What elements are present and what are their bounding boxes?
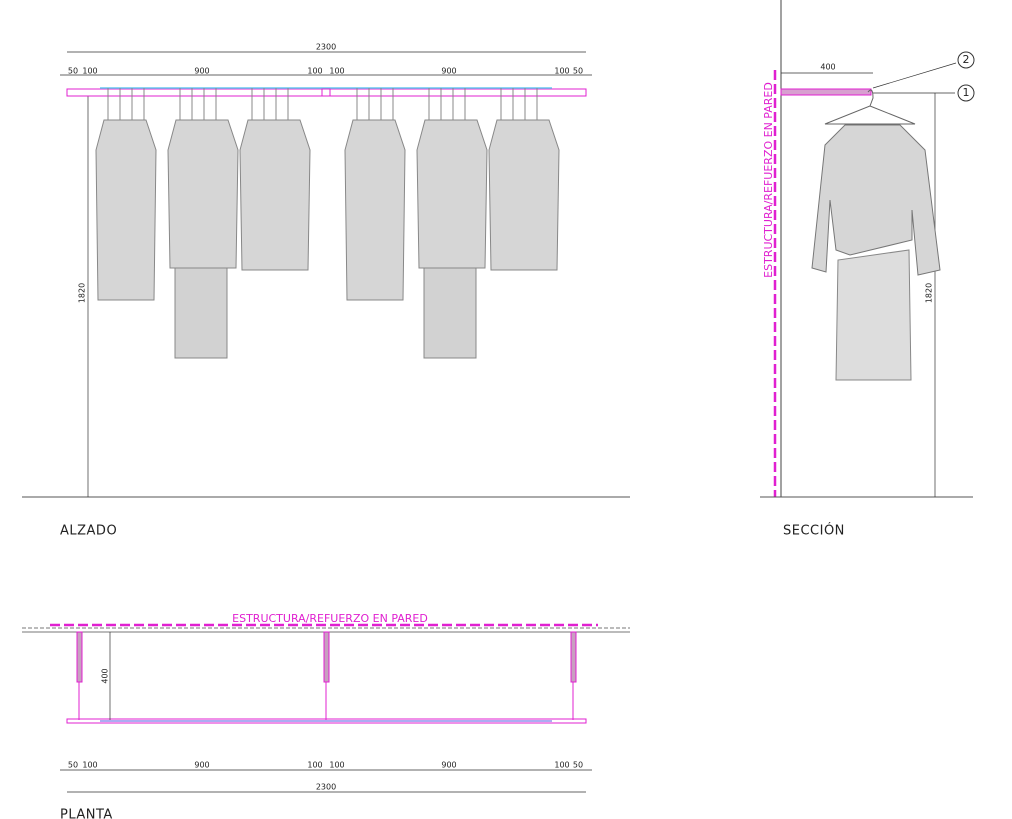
dimension-label: 1820 (78, 283, 87, 303)
view-label: PLANTA (60, 808, 113, 819)
callout-number: 2 (963, 53, 970, 66)
dimension-label: 100 (307, 761, 322, 770)
dimension-label: 400 (101, 668, 110, 683)
dimension-label: 1820 (925, 283, 934, 303)
garment (239, 119, 311, 271)
wall-note: ESTRUCTURA/REFUERZO EN PARED (232, 612, 428, 625)
dimension-label: 100 (554, 761, 569, 770)
garment (95, 119, 157, 301)
dimension-label: 900 (194, 761, 209, 770)
garment (488, 119, 560, 271)
dimension-label: 50 (573, 761, 583, 770)
dimension-label: 50 (573, 67, 583, 76)
dimension-label: 900 (194, 67, 209, 76)
garment (416, 119, 488, 269)
dimension-label: 2300 (316, 783, 336, 792)
dimension-label: 100 (329, 67, 344, 76)
dimension-label: 50 (68, 67, 78, 76)
dimension-label: 100 (82, 67, 97, 76)
drawing-lines (22, 0, 975, 793)
wall-note: ESTRUCTURA/REFUERZO EN PARED (762, 82, 775, 278)
dimension-label: 100 (554, 67, 569, 76)
garment (167, 119, 239, 269)
view-label: SECCIÓN (783, 523, 845, 539)
view-label: ALZADO (60, 524, 117, 539)
dimension-label: 100 (307, 67, 322, 76)
dimension-label: 900 (441, 761, 456, 770)
dimension-label: 2300 (316, 43, 336, 52)
dimension-label: 100 (329, 761, 344, 770)
garment (344, 119, 406, 301)
dimension-label: 400 (820, 63, 835, 72)
callout-number: 1 (963, 86, 970, 99)
dimension-label: 50 (68, 761, 78, 770)
dimension-label: 900 (441, 67, 456, 76)
dimension-label: 100 (82, 761, 97, 770)
